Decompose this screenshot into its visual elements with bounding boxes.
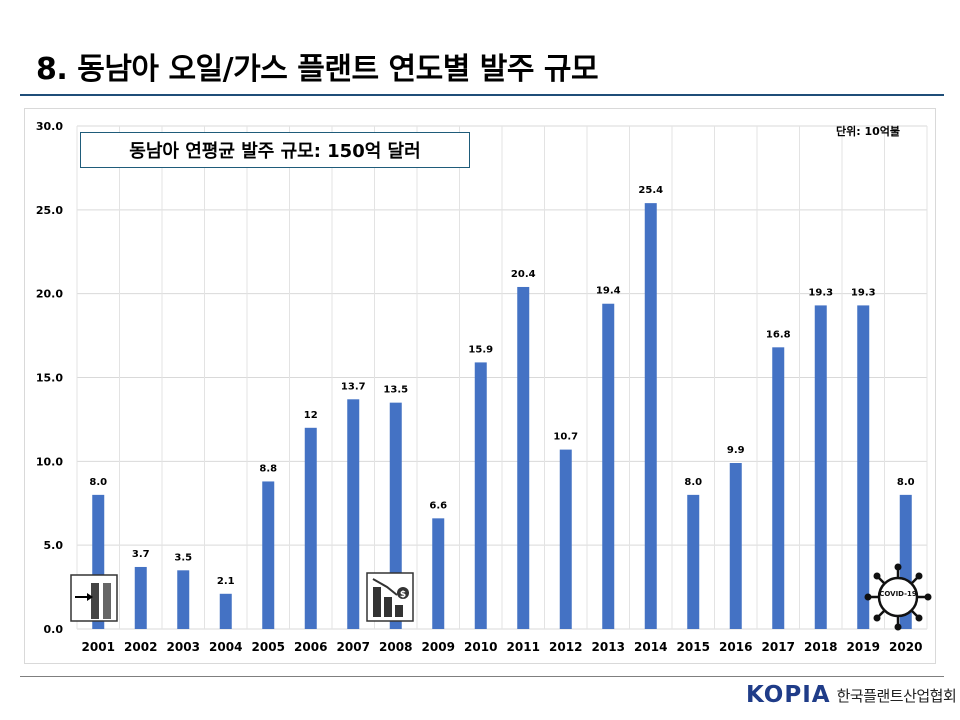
falling-revenue-chart-icon: $	[366, 572, 414, 622]
bar-2009	[432, 518, 445, 629]
x-tick-label-2016: 2016	[719, 640, 752, 654]
y-tick-label: 20.0	[36, 288, 63, 301]
covid-icon-text: COVID-19	[879, 590, 917, 598]
x-tick-label-2020: 2020	[889, 640, 922, 654]
data-label-2011: 20.4	[511, 269, 536, 280]
data-label-2020: 8.0	[897, 477, 915, 488]
bar-2012	[559, 449, 572, 629]
kopia-logo: KOPIA 한국플랜트산업협회	[746, 682, 957, 708]
bar-2005	[262, 481, 275, 629]
logo-org-name: 한국플랜트산업협회	[836, 686, 957, 705]
chart-area: 0.0 5.0 10.0 15.0 20.0 25.0 30.0 8.0 3.7 3.5 2.1 8…	[24, 108, 936, 664]
x-tick-label-2001: 2001	[82, 640, 115, 654]
bar-2007	[347, 399, 360, 629]
unit-note: 단위: 10억불	[836, 125, 901, 138]
x-tick-label-2015: 2015	[677, 640, 710, 654]
data-label-2019: 19.3	[851, 287, 876, 298]
y-axis-ticks: 0.0 5.0 10.0 15.0 20.0 25.0 30.0	[36, 120, 63, 636]
page-title: 8. 동남아 오일/가스 플랜트 연도별 발주 규모	[36, 52, 599, 87]
footer-divider	[20, 676, 944, 677]
title-divider	[20, 94, 944, 96]
bar-2018	[814, 305, 827, 629]
data-label-2001: 8.0	[89, 477, 107, 488]
logo-mark: KOPIA	[746, 682, 831, 708]
bar-2011	[517, 286, 530, 629]
x-tick-label-2011: 2011	[507, 640, 540, 654]
bar-chart: 0.05.010.015.020.025.030.0 8.03.7 3.52.18…	[36, 120, 932, 654]
bar-2004	[219, 593, 232, 629]
x-tick-label-2003: 2003	[167, 640, 200, 654]
data-label-2003: 3.5	[174, 552, 192, 563]
oil-tank-icon	[70, 574, 118, 622]
data-label-2006: 12	[304, 410, 318, 421]
x-tick-label-2005: 2005	[252, 640, 285, 654]
data-label-2015: 8.0	[684, 477, 702, 488]
x-tick-label-2007: 2007	[337, 640, 370, 654]
x-tick-label-2014: 2014	[634, 640, 667, 654]
data-label-2010: 15.9	[468, 344, 493, 355]
bar-2006	[304, 427, 317, 629]
covid-virus-icon: COVID-19	[864, 563, 932, 631]
x-tick-label-2008: 2008	[379, 640, 412, 654]
x-tick-label-2017: 2017	[762, 640, 795, 654]
x-tick-label-2006: 2006	[294, 640, 327, 654]
x-tick-label-2010: 2010	[464, 640, 497, 654]
data-label-2002: 3.7	[132, 549, 150, 560]
y-tick-label: 25.0	[36, 204, 63, 217]
data-label-2018: 19.3	[808, 287, 833, 298]
bar-2019	[857, 305, 870, 629]
y-tick-label: 10.0	[36, 455, 63, 468]
y-tick-label: 5.0	[44, 539, 64, 552]
data-label-2009: 6.6	[429, 500, 447, 511]
event-icons: $ COVID-19	[70, 563, 932, 631]
x-tick-label-2012: 2012	[549, 640, 582, 654]
x-tick-label-2004: 2004	[209, 640, 242, 654]
bar-2013	[602, 303, 615, 629]
grid-lines	[76, 125, 928, 630]
data-label-2004: 2.1	[217, 576, 235, 587]
bar-2015	[687, 494, 700, 629]
data-label-2016: 9.9	[727, 445, 745, 456]
data-labels: 8.0 3.7 3.5 2.1 8.8 12 13.7 13.5 6.6 15.9 20.4 10.7…	[89, 185, 914, 587]
y-tick-label: 0.0	[44, 623, 64, 636]
bar-2017	[772, 347, 785, 629]
data-label-2014: 25.4	[638, 185, 663, 196]
data-label-2008: 13.5	[383, 385, 408, 396]
data-label-2013: 19.4	[596, 286, 621, 297]
svg-text:$: $	[400, 590, 406, 600]
x-tick-label-2019: 2019	[847, 640, 880, 654]
x-tick-label-2018: 2018	[804, 640, 837, 654]
bar-2014	[644, 203, 657, 630]
bar-2003	[177, 570, 190, 629]
data-label-2007: 13.7	[341, 381, 366, 392]
bar-2002	[134, 566, 147, 629]
average-order-callout: 동남아 연평균 발주 규모: 150억 달러	[80, 132, 470, 168]
y-tick-label: 15.0	[36, 372, 63, 385]
bar-2010	[474, 362, 487, 629]
x-axis-labels: 2001 2002 2003 2004 2005 2006 2007 2008 2009 2010…	[82, 640, 923, 654]
data-label-2005: 8.8	[259, 463, 277, 474]
bar-2016	[729, 463, 742, 629]
data-label-2012: 10.7	[553, 432, 578, 443]
x-tick-label-2009: 2009	[422, 640, 455, 654]
x-tick-label-2013: 2013	[592, 640, 625, 654]
y-tick-label: 30.0	[36, 120, 63, 133]
x-tick-label-2002: 2002	[124, 640, 157, 654]
data-label-2017: 16.8	[766, 329, 791, 340]
